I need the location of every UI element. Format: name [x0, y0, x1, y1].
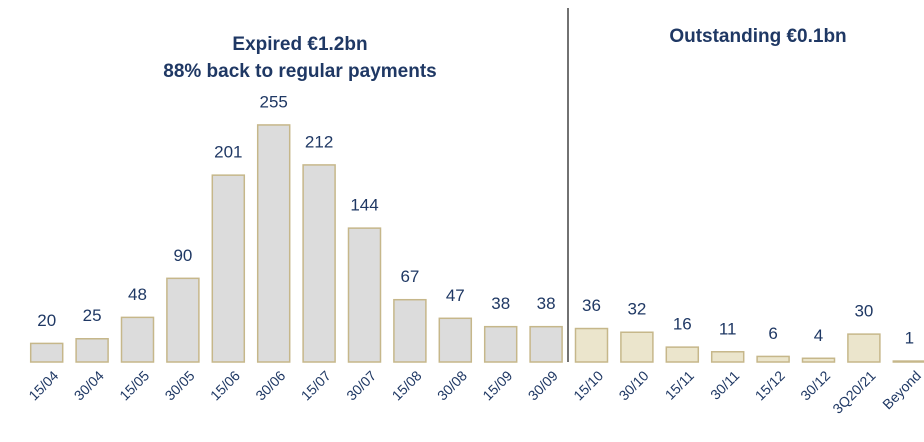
value-label: 1 [905, 329, 914, 348]
x-tick-label: 15/08 [389, 367, 425, 403]
bar [483, 325, 518, 363]
value-label: 38 [491, 294, 510, 313]
bar [892, 360, 924, 363]
value-label: 11 [719, 319, 737, 338]
value-label: 212 [305, 132, 333, 151]
value-label: 144 [350, 196, 378, 215]
value-label: 36 [582, 296, 601, 315]
bar [574, 327, 609, 363]
value-label: 32 [627, 300, 646, 319]
value-label: 48 [128, 285, 147, 304]
bar [710, 351, 745, 363]
value-label: 20 [37, 311, 56, 330]
bar [801, 357, 836, 363]
value-label: 47 [446, 286, 465, 305]
x-tick-label: 30/05 [162, 367, 198, 403]
value-label: 67 [400, 267, 419, 286]
bar [347, 227, 382, 363]
x-tick-label: Beyond [879, 367, 924, 412]
annotation: 88% back to regular payments [163, 61, 437, 82]
value-label: 38 [537, 294, 556, 313]
value-label: 255 [260, 92, 288, 111]
x-tick-label: 30/09 [525, 367, 561, 403]
x-tick-label: 15/12 [752, 367, 788, 403]
annotation: Expired €1.2bn [232, 34, 367, 55]
value-label: 201 [214, 143, 242, 162]
x-tick-label: 15/10 [570, 367, 606, 403]
bar [756, 355, 790, 363]
x-tick-label: 15/04 [25, 367, 61, 403]
bar [620, 331, 654, 363]
x-tick-label: 15/11 [662, 367, 698, 403]
value-label: 90 [173, 246, 192, 265]
bar [166, 277, 200, 363]
bar [302, 164, 336, 363]
value-label: 6 [768, 324, 777, 343]
x-tick-label: 15/06 [207, 367, 243, 403]
bar [393, 298, 427, 363]
bar [529, 325, 563, 363]
bar [438, 317, 473, 363]
x-tick-label: 15/05 [116, 367, 152, 403]
x-tick-label: 30/12 [797, 367, 833, 403]
value-label: 25 [83, 306, 102, 325]
bar [75, 338, 109, 363]
value-label: 16 [673, 315, 692, 334]
value-label: 30 [854, 302, 873, 321]
x-tick-label: 30/08 [434, 367, 470, 403]
x-tick-label: 30/06 [252, 367, 288, 403]
bar [29, 342, 64, 363]
annotation: Outstanding €0.1bn [669, 26, 846, 47]
x-tick-label: 30/11 [707, 367, 743, 403]
x-tick-label: 15/07 [298, 367, 334, 403]
bar [847, 333, 881, 363]
bar [665, 346, 700, 363]
bar [211, 174, 246, 363]
bar [120, 316, 155, 363]
bar [256, 124, 291, 363]
x-tick-label: 30/07 [343, 367, 379, 403]
x-tick-label: 3Q20/21 [829, 367, 878, 416]
value-label: 4 [814, 326, 823, 345]
x-tick-label: 30/04 [71, 367, 107, 403]
x-tick-label: 15/09 [479, 367, 515, 403]
x-tick-label: 30/10 [616, 367, 652, 403]
